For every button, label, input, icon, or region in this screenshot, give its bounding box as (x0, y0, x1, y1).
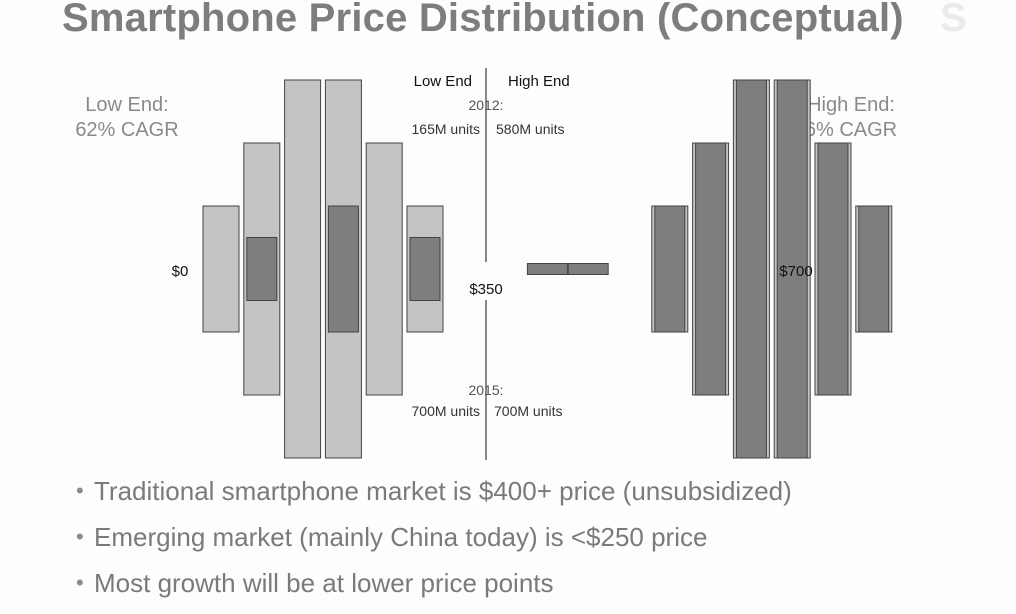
bullet-dot: • (76, 478, 84, 503)
bar-2015-4 (365, 142, 403, 396)
year-2015-label: 2015: (468, 382, 503, 398)
bar-2015-9 (567, 263, 609, 275)
low-end-cagr-line1: Low End: (85, 94, 169, 116)
bullet-text: Most growth will be at lower price point… (94, 568, 554, 598)
low-end-2012-units: 165M units (412, 121, 480, 137)
bar-2015-0 (202, 205, 240, 333)
price-tick-max: $700 (779, 263, 812, 280)
high-end-cagr-line1: High End: (807, 94, 895, 116)
slide-title: Smartphone Price Distribution (Conceptua… (62, 0, 904, 40)
bar-2012-16 (858, 205, 890, 333)
bullet-item: • Emerging market (mainly China today) is… (76, 524, 792, 550)
bullet-dot: • (76, 570, 84, 595)
price-tick-mid: $350 (469, 281, 502, 298)
low-end-2015-units: 700M units (412, 403, 480, 419)
bar-2012-3 (327, 205, 359, 333)
high-end-label: High End (508, 73, 570, 90)
title-bleed-through: S (940, 0, 967, 40)
bars-2012-group (246, 79, 890, 459)
low-end-cagr-line2: 62% CAGR (75, 119, 179, 141)
bullet-list: • Traditional smartphone market is $400+ … (76, 478, 792, 614)
price-tick-min: $0 (172, 263, 189, 280)
bar-2012-14 (776, 79, 808, 459)
bar-2012-12 (695, 142, 727, 396)
bar-2015-8 (526, 263, 568, 275)
high-end-cagr-line2: 6% CAGR (804, 119, 898, 141)
low-end-cagr-label: Low End: 62% CAGR (52, 93, 202, 143)
bullet-text: Traditional smartphone market is $400+ p… (94, 476, 792, 506)
bar-2012-13 (735, 79, 767, 459)
bar-2012-11 (654, 205, 686, 333)
low-end-label: Low End (414, 73, 472, 90)
bar-2012-5 (409, 237, 441, 301)
high-end-cagr-label: High End: 6% CAGR (776, 93, 926, 143)
bullet-item: • Traditional smartphone market is $400+ … (76, 478, 792, 504)
high-end-2015-units: 700M units (494, 403, 562, 419)
bullet-item: • Most growth will be at lower price poin… (76, 570, 792, 596)
bar-2015-2 (284, 79, 322, 459)
bar-2012-1 (246, 237, 278, 301)
high-end-2012-units: 580M units (496, 121, 564, 137)
bar-2012-15 (817, 142, 849, 396)
year-2012-label: 2012: (468, 97, 503, 113)
bullet-dot: • (76, 524, 84, 549)
bullet-text: Emerging market (mainly China today) is … (94, 522, 708, 552)
